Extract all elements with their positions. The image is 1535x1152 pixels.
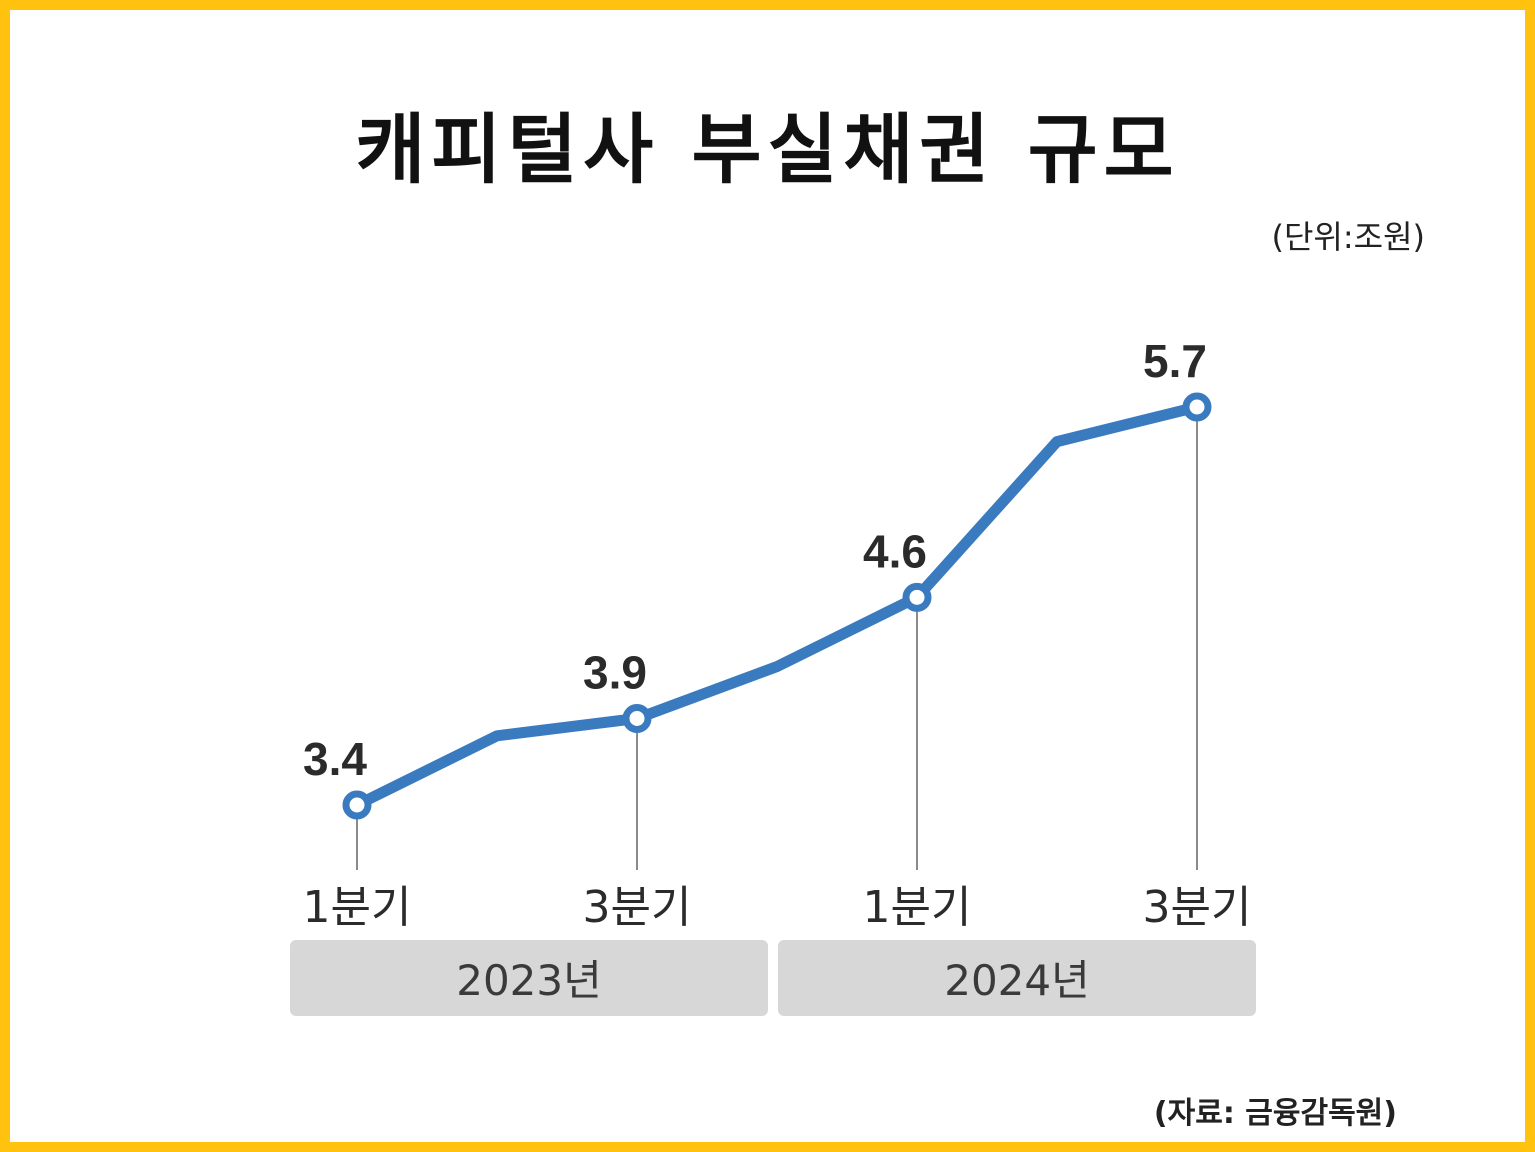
- x-tick-label-1: 3분기: [583, 882, 692, 933]
- unit-label: (단위:조원): [1271, 218, 1425, 256]
- year-band-1: [778, 940, 1256, 1016]
- series-line: [351, 401, 1203, 811]
- x-tick-label-2: 1분기: [863, 882, 972, 933]
- year-label-0: 2023년: [456, 956, 602, 1005]
- x-tick-label-0: 1분기: [303, 882, 412, 933]
- x-tick-label-3: 3분기: [1143, 882, 1252, 933]
- year-label-1: 2024년: [944, 956, 1090, 1005]
- data-label-3: 5.7: [1143, 335, 1207, 387]
- data-label-1: 3.9: [583, 646, 647, 698]
- chart-title: 캐피털사 부실채권 규모: [355, 105, 1180, 194]
- year-band-0: [290, 940, 768, 1016]
- line-chart: 3.4 3.9 4.6 5.7 1분기 3분기 1분기 3분기 2023년 2024년: [290, 335, 1256, 1016]
- point-marker-0: [342, 790, 372, 820]
- point-marker-3: [1182, 392, 1212, 422]
- source-label: (자료: 금융감독원): [1153, 1096, 1397, 1131]
- point-marker-1: [622, 703, 652, 733]
- data-label-0: 3.4: [303, 733, 367, 785]
- point-marker-2: [902, 582, 932, 612]
- data-label-2: 4.6: [863, 525, 927, 577]
